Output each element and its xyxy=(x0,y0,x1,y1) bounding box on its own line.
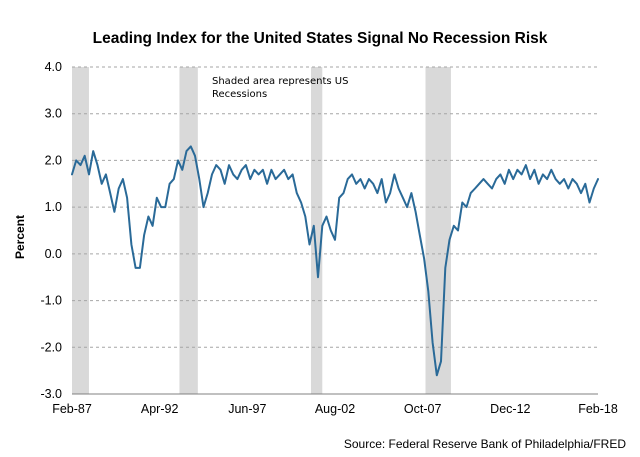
x-tick-label: Jun-97 xyxy=(228,402,266,416)
y-axis-ticks: 4.0 3.0 2.0 1.0 0.0 -1.0 -2.0 -3.0 xyxy=(40,60,62,401)
y-tick-label: -2.0 xyxy=(40,340,62,354)
y-tick-label: 4.0 xyxy=(45,60,62,74)
series-line xyxy=(71,145,599,377)
y-tick-label: 3.0 xyxy=(45,107,62,121)
recession-bands xyxy=(72,67,451,394)
y-tick-label: -3.0 xyxy=(40,387,62,401)
recession-band xyxy=(179,67,198,394)
chart-title: Leading Index for the United States Sign… xyxy=(93,30,548,47)
y-tick-label: 0.0 xyxy=(45,247,62,261)
y-tick-label: -1.0 xyxy=(40,294,62,308)
recession-band xyxy=(425,67,451,394)
x-tick-label: Apr-92 xyxy=(141,402,179,416)
recession-band xyxy=(310,67,323,394)
y-tick-label: 1.0 xyxy=(45,200,62,214)
x-tick-label: Feb-87 xyxy=(52,402,92,416)
x-tick-label: Oct-07 xyxy=(404,402,442,416)
x-axis-ticks: Feb-87 Apr-92 Jun-97 Aug-02 Oct-07 Dec-12 Feb-… xyxy=(52,402,618,416)
y-tick-label: 2.0 xyxy=(45,153,62,167)
x-tick-label: Feb-18 xyxy=(578,402,618,416)
gridlines xyxy=(72,66,598,395)
series-layer xyxy=(71,145,599,377)
source-note: Source: Federal Reserve Bank of Philadel… xyxy=(344,437,626,451)
y-axis-label: Percent xyxy=(13,215,27,259)
x-tick-label: Dec-12 xyxy=(490,402,530,416)
recession-band xyxy=(72,67,89,394)
x-tick-label: Aug-02 xyxy=(315,402,355,416)
recession-annotation: Shaded area represents US Recessions xyxy=(212,76,348,100)
